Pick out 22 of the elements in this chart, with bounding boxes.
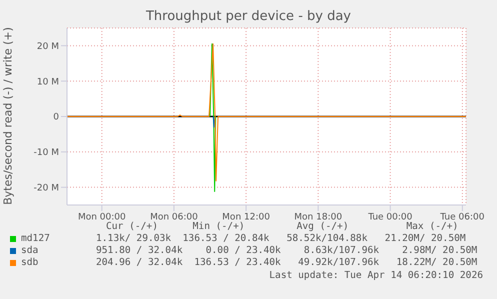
x-tick-label: Mon 18:00	[294, 212, 342, 222]
legend-label: sdb	[21, 257, 40, 269]
y-tick-label: -20 M	[34, 183, 59, 194]
x-tick-label: Mon 06:00	[150, 212, 198, 222]
text: Cur (-/+) Min (-/+) Avg (-/+) Max (-/+)	[105, 221, 460, 233]
x-tick-label: Tue 00:00	[367, 212, 413, 222]
text: Last update: Tue Apr 14 06:20:10 2026	[269, 270, 483, 281]
y-tick-label: 10 M	[36, 77, 59, 88]
y-tick-label: -10 M	[34, 148, 59, 158]
text: 951.80 / 32.04k 0.00 / 23.40k 8.63k/107.96k 2.98M/ 20.50M	[96, 245, 478, 257]
text: 204.96 / 32.04k 136.53 / 23.40k 49.92k/107.96k 18.22M/ 20.50M	[96, 257, 478, 269]
line-series	[67, 43, 466, 182]
text: 1.13k/ 29.03k 136.53 / 20.84k 58.52k/104.88k 21.20M/ 20.50M	[96, 233, 466, 245]
y-tick-label: 20 M	[36, 42, 59, 52]
chart-title: Throughput per device - by day	[144, 9, 352, 24]
legend-label: sda	[21, 245, 40, 257]
y-tick-label: 0	[53, 112, 60, 123]
x-tick-label: Mon 12:00	[222, 212, 270, 222]
legend-label: md127	[21, 233, 51, 245]
x-tick-label: Tue 06:00	[439, 212, 485, 222]
x-tick-label: Mon 00:00	[78, 212, 126, 222]
y-axis-title: Bytes/second read (-) / write (+)	[2, 27, 14, 205]
